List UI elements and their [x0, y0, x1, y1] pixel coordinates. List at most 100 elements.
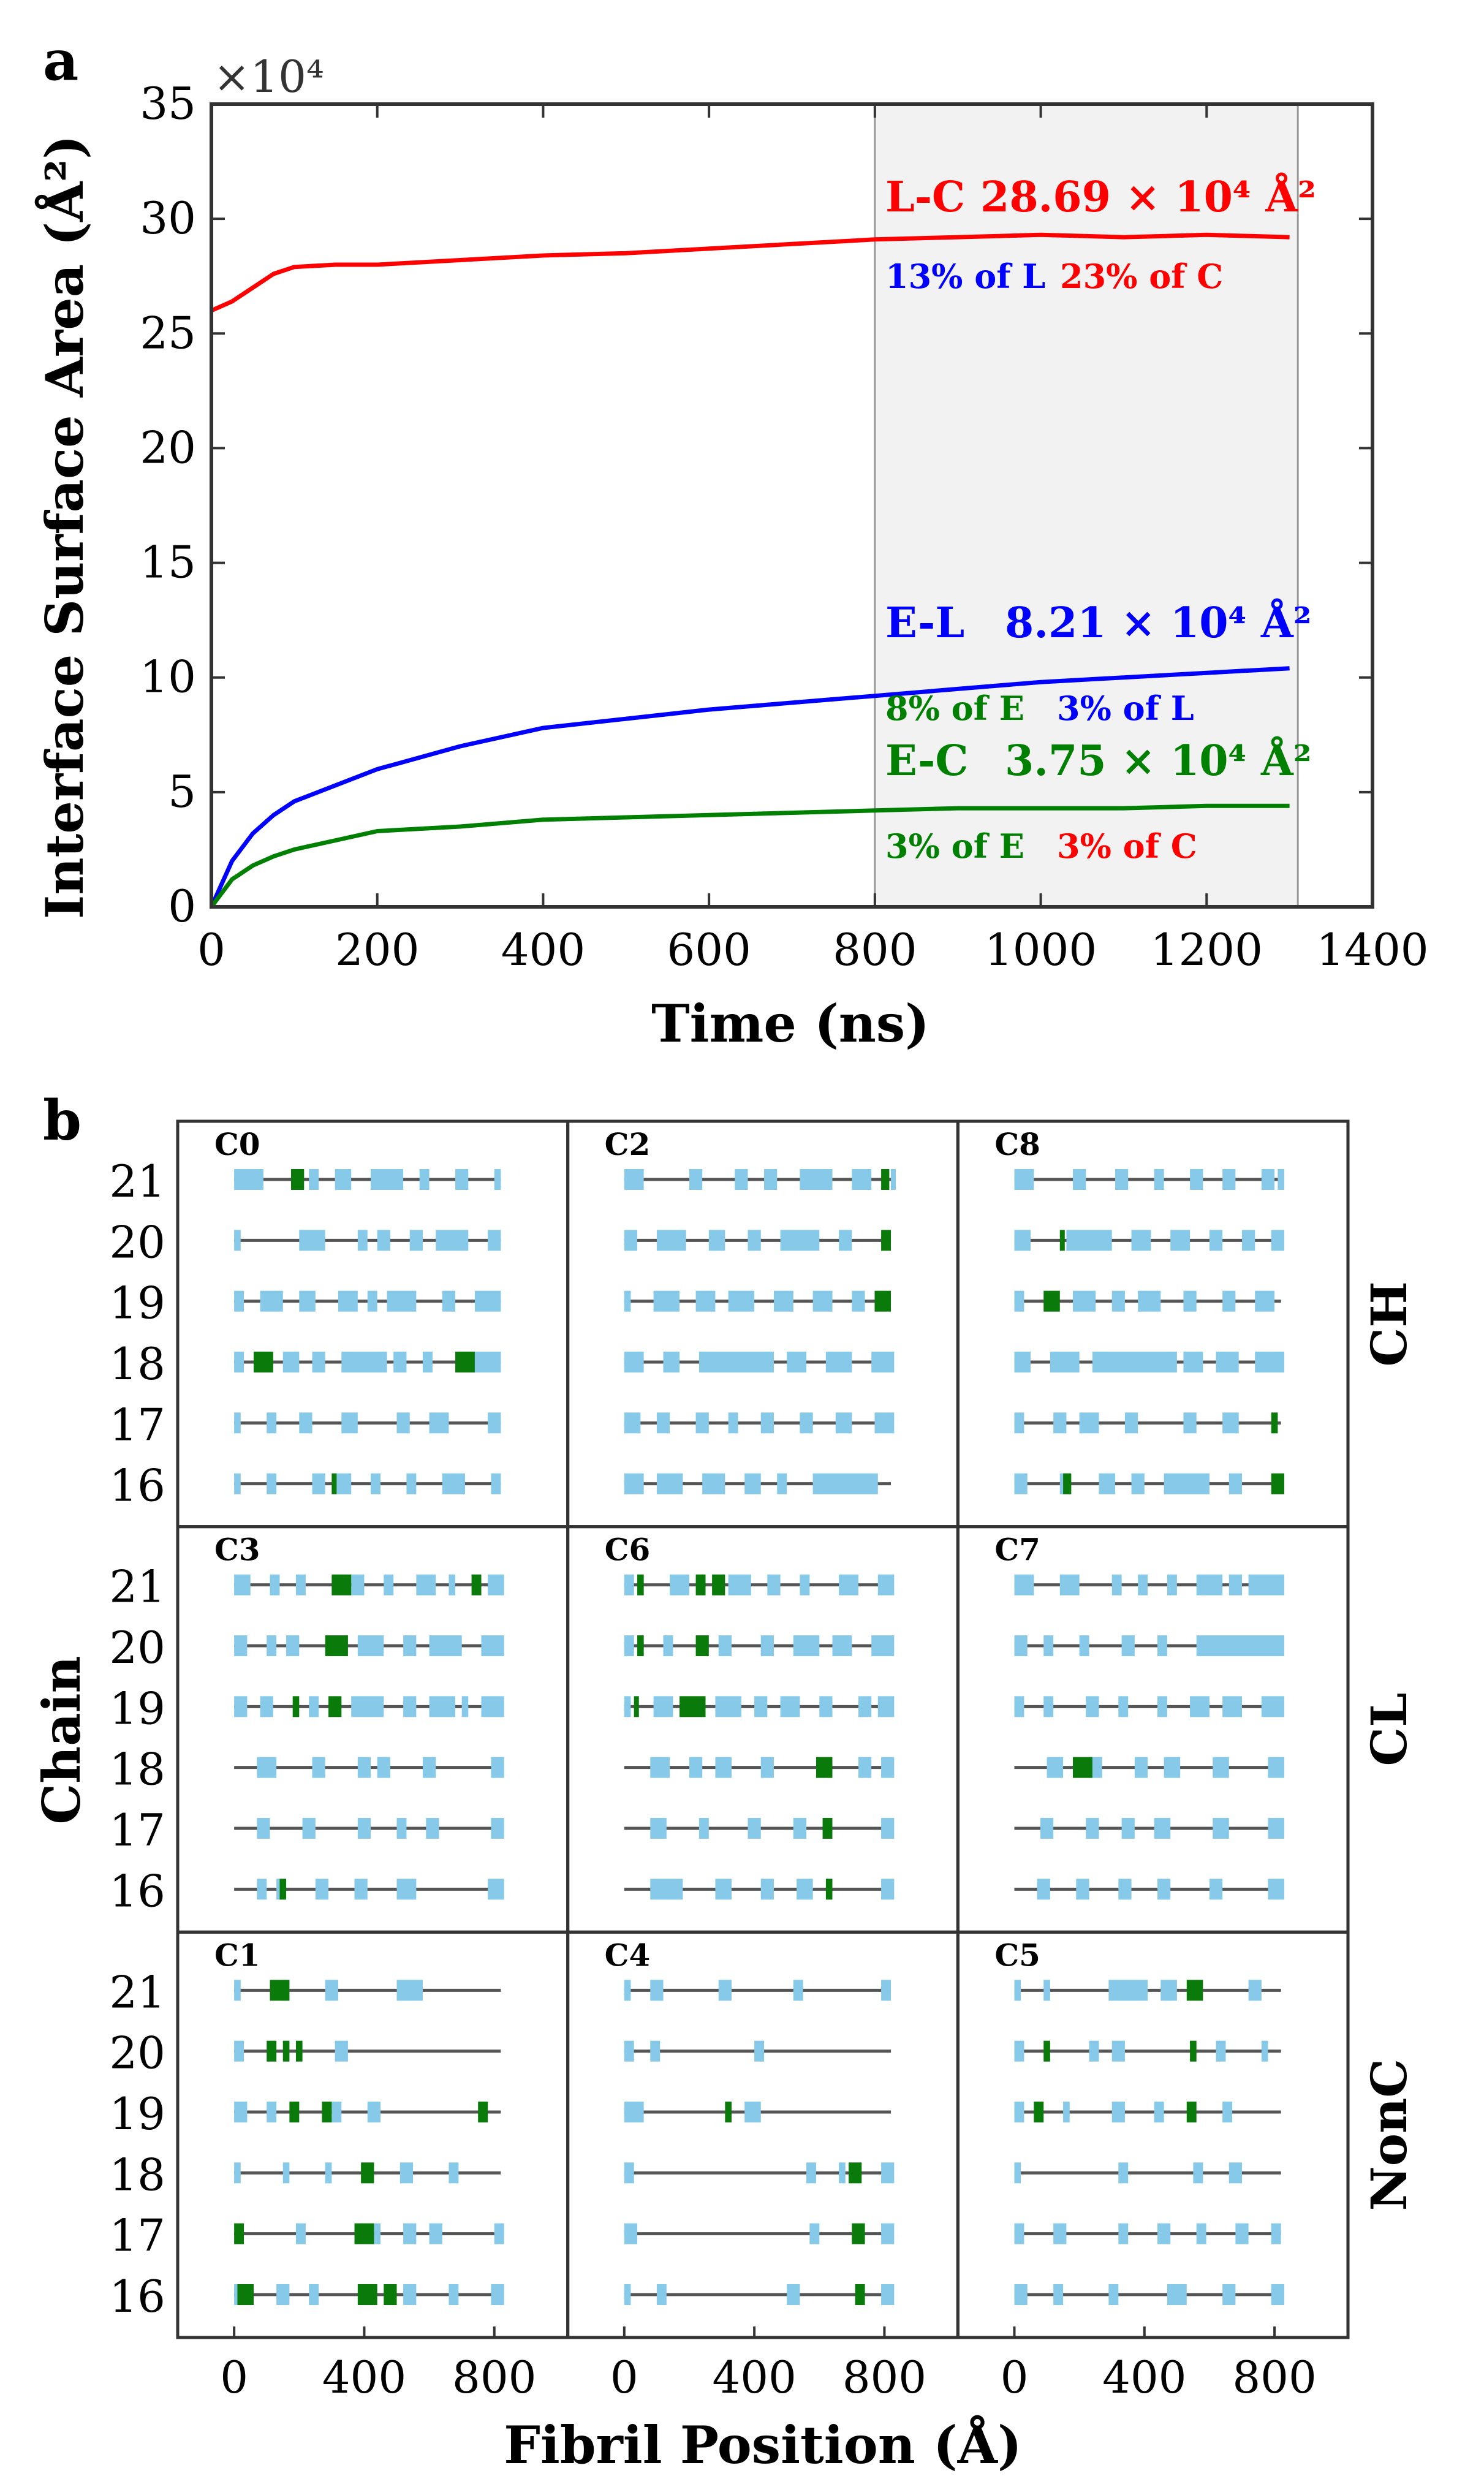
- contact-segment-blue: [1053, 1412, 1067, 1434]
- y-tick-label: 20: [140, 422, 196, 473]
- contact-segment-blue: [839, 1230, 852, 1251]
- contact-segment-green: [1190, 2040, 1197, 2062]
- contact-segment-blue: [718, 1635, 732, 1656]
- contact-segment-green: [1043, 2040, 1050, 2062]
- subplot-label: C8: [994, 1126, 1040, 1162]
- contact-segment-blue: [481, 1696, 504, 1717]
- contact-segment-blue: [1118, 2223, 1129, 2244]
- contact-segment-blue: [1209, 1230, 1223, 1251]
- subplot-label: C7: [994, 1532, 1040, 1568]
- contact-segment-blue: [442, 1473, 465, 1494]
- contact-segment-blue: [384, 1574, 394, 1596]
- contact-segment-blue: [1118, 2162, 1129, 2184]
- contact-segment-blue: [1014, 1352, 1031, 1372]
- contact-segment-blue: [663, 1352, 680, 1372]
- contact-segment-green: [357, 2284, 377, 2305]
- x-tick-label: 400: [1102, 2352, 1186, 2403]
- contact-segment-blue: [797, 1879, 813, 1900]
- contact-segment-blue: [670, 1574, 689, 1596]
- contact-segment-blue: [1167, 2284, 1187, 2305]
- y-tick-label: 25: [140, 307, 196, 358]
- x-tick-label: 800: [452, 2352, 536, 2403]
- el-label: E-L: [885, 599, 964, 648]
- contact-segment-blue: [260, 1290, 283, 1312]
- subplot-c3: C3 21 20 19 18 17 16: [109, 1525, 570, 1934]
- x-tick-label: 400: [322, 2352, 406, 2403]
- contact-segment-blue: [1261, 2040, 1268, 2062]
- contact-segment-blue: [299, 1290, 316, 1312]
- contact-segment-green: [637, 1574, 644, 1596]
- contact-segment-blue: [1014, 2102, 1024, 2122]
- contact-segment-blue: [624, 2223, 638, 2244]
- contact-segment-blue: [1086, 1818, 1099, 1839]
- contact-segment-blue: [809, 2223, 820, 2244]
- contact-segment-blue: [695, 1412, 709, 1434]
- contact-segment-blue: [698, 1352, 774, 1372]
- contact-segment-blue: [357, 1635, 384, 1656]
- subplot-label: C3: [214, 1532, 260, 1568]
- subplot-label: C1: [214, 1937, 260, 1973]
- panel-a-line-chart: 0 200 400 600 800 1000 1200 140005101520253035 …: [140, 78, 1428, 975]
- contact-segment-blue: [312, 1757, 325, 1778]
- contact-segment-green: [253, 1352, 273, 1372]
- contact-segment-blue: [1131, 1230, 1151, 1251]
- contact-segment-green: [1063, 1473, 1072, 1494]
- contact-segment-blue: [1222, 1290, 1236, 1312]
- chain-tick-label: 19: [109, 2088, 165, 2140]
- contact-segment-blue: [351, 1696, 384, 1717]
- contact-segment-blue: [1164, 1757, 1181, 1778]
- panel-b-x-axis-label: Fibril Position (Å): [504, 2415, 1021, 2475]
- contact-segment-blue: [357, 1818, 371, 1839]
- contact-segment-blue: [650, 1818, 667, 1839]
- contact-segment-blue: [1235, 2223, 1249, 2244]
- contact-segment-green: [695, 1635, 709, 1656]
- contact-segment-blue: [455, 1169, 469, 1190]
- contact-segment-blue: [1190, 1696, 1210, 1717]
- contact-segment-blue: [267, 1412, 277, 1434]
- contact-segment-blue: [767, 1574, 781, 1596]
- chain-tick-label: 17: [109, 1399, 165, 1450]
- contact-segment-blue: [624, 1412, 641, 1434]
- contact-segment-blue: [234, 1635, 248, 1656]
- contact-segment-blue: [1014, 1169, 1034, 1190]
- contact-segment-green: [881, 1169, 890, 1190]
- contact-segment-blue: [299, 1412, 312, 1434]
- contact-segment-blue: [1037, 1879, 1050, 1900]
- subplot-frame: [956, 1930, 1350, 2339]
- contact-segment-blue: [1196, 1635, 1285, 1656]
- contact-segment-blue: [780, 1696, 800, 1717]
- subplot-label: C0: [214, 1126, 260, 1162]
- x-tick-label: 0: [220, 2352, 248, 2403]
- subplot-c4: C4 0 400 800: [566, 1930, 960, 2403]
- y-tick-label: 30: [140, 192, 196, 244]
- contact-segment-blue: [270, 1574, 280, 1596]
- contact-segment-blue: [760, 1879, 774, 1900]
- contact-segment-blue: [744, 2102, 761, 2122]
- contact-segment-blue: [715, 1696, 741, 1717]
- contact-segment-blue: [449, 1574, 456, 1596]
- contact-segment-blue: [1138, 1290, 1161, 1312]
- contact-segment-blue: [718, 1980, 732, 2001]
- contact-segment-blue: [624, 2102, 644, 2122]
- contact-segment-blue: [624, 1696, 631, 1717]
- x-tick-label: 800: [842, 2352, 926, 2403]
- contact-segment-blue: [396, 1818, 407, 1839]
- contact-segment-blue: [1157, 1696, 1167, 1717]
- contact-segment-blue: [341, 1412, 358, 1434]
- contact-segment-blue: [1014, 1412, 1024, 1434]
- contact-segment-blue: [852, 1290, 865, 1312]
- contact-segment-blue: [312, 1352, 325, 1372]
- contact-segment-blue: [371, 1169, 404, 1190]
- contact-segment-blue: [773, 1290, 793, 1312]
- lc-pct-l: 13% of L: [885, 257, 1045, 296]
- x-tick-label: 800: [833, 924, 917, 975]
- panel-b-event-plots: C0 21 20 19 18 17 16 C2 C8 C3 21 20 19 18 17 16 C6 C7 C1 21…: [109, 1119, 1418, 2403]
- contact-segment-green: [471, 1574, 482, 1596]
- contact-segment-blue: [1228, 1574, 1243, 1596]
- contact-segment-blue: [1121, 1818, 1135, 1839]
- chain-tick-label: 18: [109, 1744, 165, 1795]
- contact-segment-blue: [1089, 2040, 1099, 2062]
- annotations: L-C 28.69 × 10⁴ Å² 13% of L 23% of C E-L 8.21…: [885, 173, 1316, 866]
- panel-b-letter: b: [43, 1088, 81, 1153]
- contact-segment-green: [295, 2040, 303, 2062]
